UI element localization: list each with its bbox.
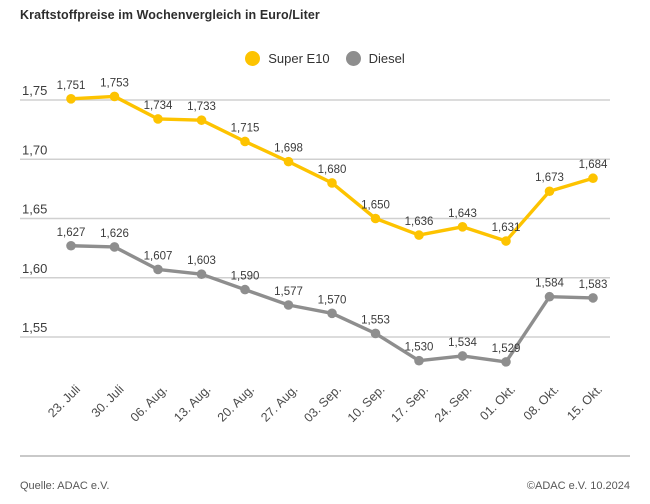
data-point-label-diesel: 1,553 — [361, 314, 390, 326]
y-tick-label: 1,65 — [22, 202, 47, 217]
legend-item-diesel: Diesel — [345, 51, 405, 66]
footer: Quelle: ADAC e.V. ©ADAC e.V. 10.2024 — [20, 480, 630, 492]
y-tick-label: 1,75 — [22, 83, 47, 98]
data-point-diesel — [588, 293, 598, 303]
data-point-super-e10 — [240, 136, 250, 147]
data-point-diesel — [457, 351, 468, 361]
data-point-diesel — [196, 269, 207, 279]
data-point-diesel — [414, 355, 424, 366]
x-axis-label: 06. Aug. — [128, 382, 170, 424]
data-point-super-e10 — [327, 178, 337, 188]
data-point-label-super-e10: 1,733 — [187, 101, 216, 113]
line-chart-canvas: 1,75 1,70 1,65 1,60 1,55 23. Juli 30. Juli 06. … — [20, 77, 610, 425]
data-point-label-diesel: 1,577 — [274, 286, 303, 298]
data-point-label-diesel: 1,607 — [144, 250, 173, 262]
footer-divider — [20, 455, 630, 457]
x-axis-label: 15. Okt. — [564, 382, 605, 423]
x-axis-label: 13. Aug. — [171, 382, 213, 424]
data-point-diesel — [327, 308, 337, 319]
y-tick-label: 1,70 — [22, 142, 47, 157]
legend-dot-super-e10-icon — [245, 51, 261, 66]
data-point-super-e10 — [501, 236, 511, 246]
data-point-super-e10 — [153, 114, 163, 124]
data-point-label-super-e10: 1,715 — [231, 122, 260, 134]
data-point-label-diesel: 1,529 — [492, 343, 521, 355]
data-point-label-diesel: 1,584 — [535, 278, 564, 290]
data-point-label-diesel: 1,626 — [100, 228, 129, 240]
data-point-label-super-e10: 1,650 — [361, 200, 390, 212]
legend-label-super-e10: Super E10 — [268, 51, 330, 66]
data-point-super-e10 — [66, 94, 76, 104]
data-point-label-diesel: 1,570 — [318, 294, 347, 306]
legend-label-diesel: Diesel — [368, 51, 405, 66]
data-point-super-e10 — [283, 156, 294, 167]
data-point-super-e10 — [370, 213, 381, 224]
data-point-diesel — [153, 264, 163, 275]
data-point-label-super-e10: 1,734 — [144, 100, 173, 112]
data-point-label-super-e10: 1,631 — [492, 222, 521, 234]
x-axis-label: 30. Juli — [89, 382, 127, 420]
data-point-diesel — [66, 240, 76, 251]
data-point-diesel — [283, 300, 294, 310]
y-tick-label: 1,55 — [22, 320, 47, 335]
data-point-label-super-e10: 1,680 — [318, 164, 347, 176]
x-axis-label: 08. Okt. — [521, 382, 562, 423]
data-point-label-super-e10: 1,673 — [535, 172, 564, 184]
data-point-label-super-e10: 1,753 — [100, 77, 129, 89]
data-point-diesel — [370, 328, 381, 339]
x-axis-label: 10. Sep. — [345, 382, 388, 425]
data-point-label-diesel: 1,627 — [57, 227, 86, 239]
data-point-label-diesel: 1,534 — [448, 337, 477, 349]
x-axis-label: 01. Okt. — [477, 382, 518, 423]
x-axis-label: 20. Aug. — [215, 382, 257, 424]
data-point-super-e10 — [588, 173, 598, 184]
data-point-label-diesel: 1,583 — [579, 279, 608, 291]
data-point-label-diesel: 1,603 — [187, 255, 216, 267]
y-tick-label: 1,60 — [22, 261, 47, 276]
data-point-label-diesel: 1,590 — [231, 271, 260, 283]
data-point-label-super-e10: 1,636 — [405, 216, 434, 228]
data-point-label-diesel: 1,530 — [405, 342, 434, 354]
data-point-diesel — [544, 291, 555, 302]
data-point-super-e10 — [196, 115, 207, 125]
legend-dot-diesel-icon — [345, 51, 361, 66]
data-point-super-e10 — [414, 230, 424, 240]
legend-item-super-e10: Super E10 — [245, 51, 330, 66]
data-point-super-e10 — [109, 91, 120, 102]
data-point-label-super-e10: 1,684 — [579, 159, 608, 171]
data-point-diesel — [501, 357, 511, 367]
x-axis-label: 24. Sep. — [432, 382, 475, 425]
source-text: Quelle: ADAC e.V. — [20, 480, 110, 492]
x-axis-label: 23. Juli — [45, 382, 83, 420]
x-axis-label: 27. Aug. — [258, 382, 300, 424]
data-point-diesel — [240, 284, 250, 295]
x-axis-label: 03. Sep. — [301, 382, 344, 425]
x-axis-label: 17. Sep. — [388, 382, 431, 425]
data-point-super-e10 — [544, 186, 555, 197]
data-point-diesel — [109, 242, 120, 252]
copyright-text: ©ADAC e.V. 10.2024 — [526, 480, 630, 492]
data-point-label-super-e10: 1,751 — [57, 80, 86, 92]
data-point-label-super-e10: 1,698 — [274, 143, 303, 155]
chart-legend: Super E10 Diesel — [0, 51, 650, 66]
data-point-label-super-e10: 1,643 — [448, 208, 477, 220]
chart-title: Kraftstoffpreise im Wochenvergleich in E… — [20, 8, 320, 22]
data-point-super-e10 — [457, 221, 468, 232]
